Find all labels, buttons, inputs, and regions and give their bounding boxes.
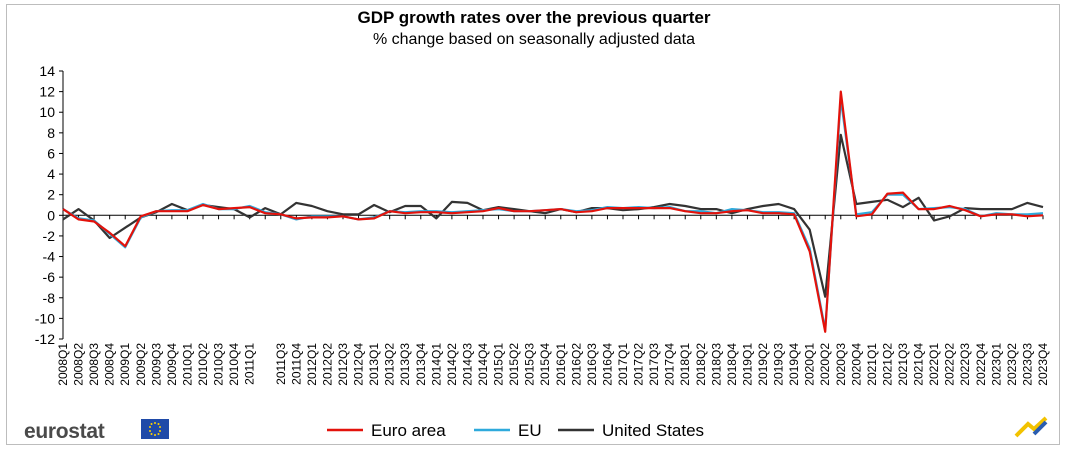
x-tick-label: 2018Q2 bbox=[694, 343, 708, 386]
y-tick-label: 8 bbox=[47, 125, 55, 141]
x-tick-label: 2013Q2 bbox=[383, 343, 397, 386]
x-tick-label: 2015Q3 bbox=[523, 343, 537, 386]
x-tick-label: 2012Q3 bbox=[336, 343, 350, 386]
x-tick-label: 2008Q3 bbox=[87, 343, 101, 386]
legend-label: Euro area bbox=[371, 421, 446, 440]
x-tick-label: 2015Q1 bbox=[492, 343, 506, 386]
y-tick-label: 0 bbox=[47, 207, 55, 223]
x-tick-label: 2022Q1 bbox=[927, 343, 941, 386]
eurostat-logo: eurostat bbox=[24, 420, 105, 443]
chart-subtitle: % change based on seasonally adjusted da… bbox=[372, 31, 695, 48]
x-tick-label: 2009Q2 bbox=[134, 343, 148, 386]
x-tick-label: 2015Q2 bbox=[507, 343, 521, 386]
x-tick-label: 2021Q1 bbox=[865, 343, 879, 386]
x-tick-label: 2013Q1 bbox=[367, 343, 381, 386]
chart-frame bbox=[6, 4, 1060, 445]
x-tick-label: 2020Q4 bbox=[849, 343, 863, 386]
y-tick-label: -10 bbox=[35, 310, 55, 326]
brand-mark-icon bbox=[1014, 416, 1054, 445]
y-tick-label: -4 bbox=[43, 249, 56, 265]
x-tick-label: 2010Q3 bbox=[212, 343, 226, 386]
x-tick-label: 2023Q4 bbox=[1036, 343, 1050, 386]
y-tick-label: -2 bbox=[43, 228, 56, 244]
x-tick-label: 2016Q4 bbox=[600, 343, 614, 386]
x-tick-label: 2009Q4 bbox=[165, 343, 179, 386]
x-tick-label: 2018Q4 bbox=[725, 343, 739, 386]
x-tick-label: 2019Q2 bbox=[756, 343, 770, 386]
legend-label: United States bbox=[602, 421, 704, 440]
x-tick-label: 2017Q3 bbox=[647, 343, 661, 386]
x-tick-label: 2009Q1 bbox=[118, 343, 132, 386]
x-tick-label: 2021Q2 bbox=[880, 343, 894, 386]
y-tick-label: 6 bbox=[47, 145, 55, 161]
x-tick-label: 2010Q1 bbox=[180, 343, 194, 386]
y-tick-label: -12 bbox=[35, 331, 55, 347]
x-tick-label: 2010Q2 bbox=[196, 343, 210, 386]
x-tick-label: 2011Q1 bbox=[243, 343, 257, 385]
x-tick-label: 2019Q1 bbox=[740, 343, 754, 386]
x-tick-label: 2018Q1 bbox=[678, 343, 692, 386]
x-tick-label: 2012Q2 bbox=[320, 343, 334, 386]
x-tick-label: 2020Q2 bbox=[818, 343, 832, 386]
y-tick-label: -8 bbox=[43, 290, 56, 306]
x-tick-label: 2013Q4 bbox=[414, 343, 428, 386]
series-line-euro-area bbox=[62, 90, 1044, 333]
x-tick-label: 2019Q4 bbox=[787, 343, 801, 386]
x-tick-label: 2008Q1 bbox=[56, 343, 70, 386]
x-tick-label: 2010Q4 bbox=[227, 343, 241, 386]
x-tick-label: 2021Q4 bbox=[912, 343, 926, 386]
x-tick-label: 2020Q3 bbox=[834, 343, 848, 386]
x-tick-label: 2014Q2 bbox=[445, 343, 459, 386]
x-tick-label: 2022Q2 bbox=[943, 343, 957, 386]
x-tick-label: 2020Q1 bbox=[803, 343, 817, 386]
x-tick-label: 2023Q1 bbox=[989, 343, 1003, 386]
x-tick-label: 2014Q1 bbox=[429, 343, 443, 386]
x-tick-label: 2014Q4 bbox=[476, 343, 490, 386]
x-tick-label: 2021Q3 bbox=[896, 343, 910, 386]
x-tick-label: 2016Q1 bbox=[554, 343, 568, 386]
x-tick-label: 2012Q4 bbox=[352, 343, 366, 386]
x-tick-label: 2013Q3 bbox=[398, 343, 412, 386]
x-tick-label: 2017Q2 bbox=[632, 343, 646, 386]
chart-title: GDP growth rates over the previous quart… bbox=[357, 8, 711, 27]
x-tick-label: 2022Q4 bbox=[974, 343, 988, 386]
x-tick-label: 2015Q4 bbox=[538, 343, 552, 386]
x-tick-label: 2017Q1 bbox=[616, 343, 630, 386]
y-tick-label: 10 bbox=[39, 104, 55, 120]
x-tick-label: 2011Q3 bbox=[274, 343, 288, 385]
x-tick-label: 2009Q3 bbox=[149, 343, 163, 386]
y-tick-label: 14 bbox=[39, 63, 55, 79]
series-line-eu bbox=[62, 97, 1044, 331]
x-tick-label: 2008Q2 bbox=[72, 343, 86, 386]
x-tick-label: 2017Q4 bbox=[663, 343, 677, 386]
y-tick-label: 2 bbox=[47, 187, 55, 203]
x-tick-label: 2011Q4 bbox=[289, 343, 303, 385]
x-tick-label: 2016Q3 bbox=[585, 343, 599, 386]
x-tick-label: 2014Q3 bbox=[460, 343, 474, 386]
x-tick-label: 2018Q3 bbox=[709, 343, 723, 386]
x-tick-label: 2023Q2 bbox=[1005, 343, 1019, 386]
y-tick-label: -6 bbox=[43, 269, 56, 285]
x-tick-label: 2012Q1 bbox=[305, 343, 319, 386]
legend-label: EU bbox=[518, 421, 542, 440]
y-tick-label: 12 bbox=[39, 84, 55, 100]
eu-flag-icon bbox=[141, 419, 169, 439]
x-tick-label: 2022Q3 bbox=[958, 343, 972, 386]
x-tick-label: 2019Q3 bbox=[772, 343, 786, 386]
x-tick-label: 2008Q4 bbox=[103, 343, 117, 386]
x-tick-label: 2023Q3 bbox=[1020, 343, 1034, 386]
x-tick-label: 2016Q2 bbox=[569, 343, 583, 386]
y-tick-label: 4 bbox=[47, 166, 55, 182]
